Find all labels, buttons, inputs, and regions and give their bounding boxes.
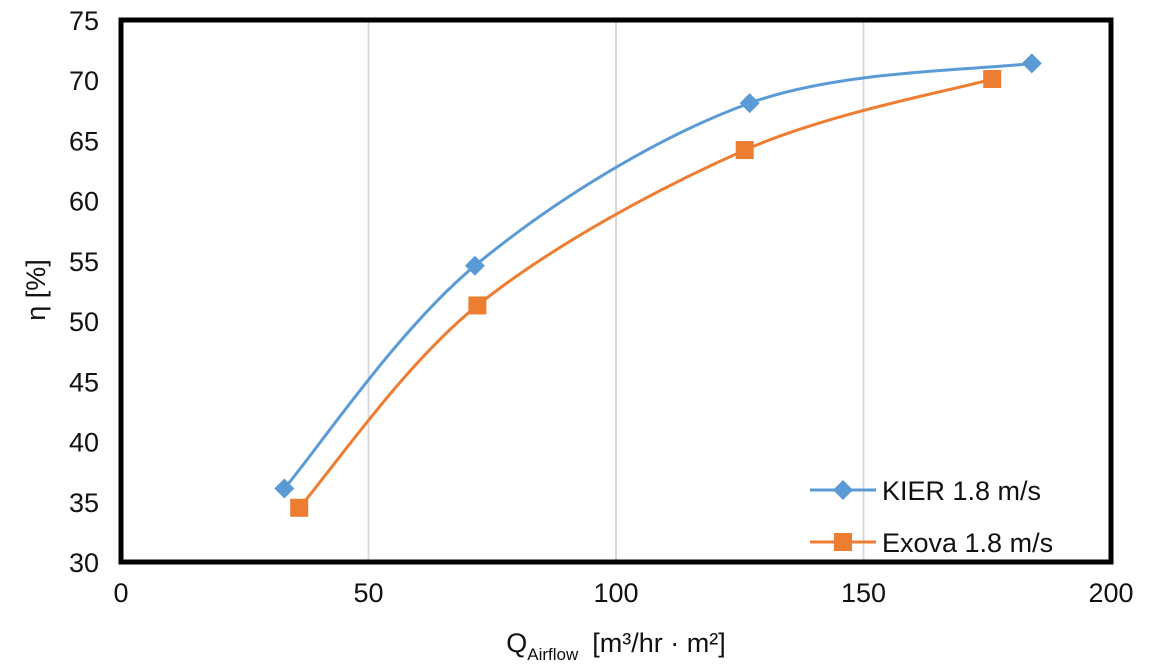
x-tick-label: 50 xyxy=(353,578,383,608)
y-tick-label: 45 xyxy=(69,367,99,397)
x-axis-label-units: [m³/hr · m²] xyxy=(592,628,725,658)
y-axis-label: η [%] xyxy=(21,259,51,321)
series-line xyxy=(298,77,993,509)
legend: KIER 1.8 m/s Exova 1.8 m/s xyxy=(810,476,1053,558)
series-2 xyxy=(290,70,1002,517)
y-tick-label: 75 xyxy=(69,6,99,36)
data-point xyxy=(468,296,487,315)
x-axis-label-subscript: Airflow xyxy=(527,645,579,664)
legend-swatch-marker xyxy=(833,480,853,500)
y-tick-label: 60 xyxy=(69,187,99,217)
legend-item: KIER 1.8 m/s xyxy=(810,476,1041,506)
y-tick-label: 50 xyxy=(69,307,99,337)
data-point xyxy=(274,478,295,499)
data-point xyxy=(983,70,1002,89)
y-tick-label: 40 xyxy=(69,428,99,458)
x-tick-label: 200 xyxy=(1088,578,1133,608)
x-axis-label: QAirflow [m³/hr · m²] xyxy=(506,628,726,664)
x-tick-label: 150 xyxy=(841,578,886,608)
y-tick-label: 55 xyxy=(69,247,99,277)
plot-frame xyxy=(118,17,1114,565)
x-tick-label: 0 xyxy=(113,578,128,608)
y-tick-label: 65 xyxy=(69,126,99,156)
legend-swatch-marker xyxy=(834,533,852,551)
legend-label: KIER 1.8 m/s xyxy=(882,476,1041,506)
y-tick-label: 70 xyxy=(69,66,99,96)
y-tick-label: 30 xyxy=(69,548,99,578)
data-point xyxy=(290,498,309,517)
data-point xyxy=(739,93,760,114)
data-point xyxy=(1021,53,1042,74)
series-line xyxy=(283,61,1033,490)
x-tick-label: 100 xyxy=(593,578,638,608)
data-point xyxy=(464,255,485,276)
grid-layer xyxy=(367,20,865,562)
legend-item: Exova 1.8 m/s xyxy=(810,528,1053,558)
data-point xyxy=(735,141,754,160)
series-layer xyxy=(274,53,1042,517)
legend-label: Exova 1.8 m/s xyxy=(882,528,1053,558)
x-axis-label-main: Q xyxy=(506,628,527,658)
y-tick-label: 35 xyxy=(69,488,99,518)
series-1 xyxy=(274,53,1042,499)
tick-layer: 0 50 100 150 200 30 35 40 45 50 55 60 65 70 75 xyxy=(69,6,1134,608)
